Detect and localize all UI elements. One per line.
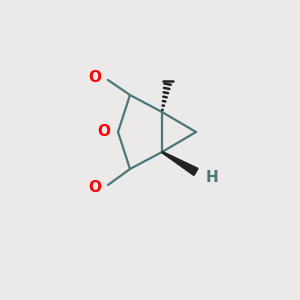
Text: O: O: [88, 70, 101, 86]
Text: O: O: [98, 124, 110, 140]
Text: O: O: [88, 181, 101, 196]
Text: H: H: [206, 170, 218, 185]
